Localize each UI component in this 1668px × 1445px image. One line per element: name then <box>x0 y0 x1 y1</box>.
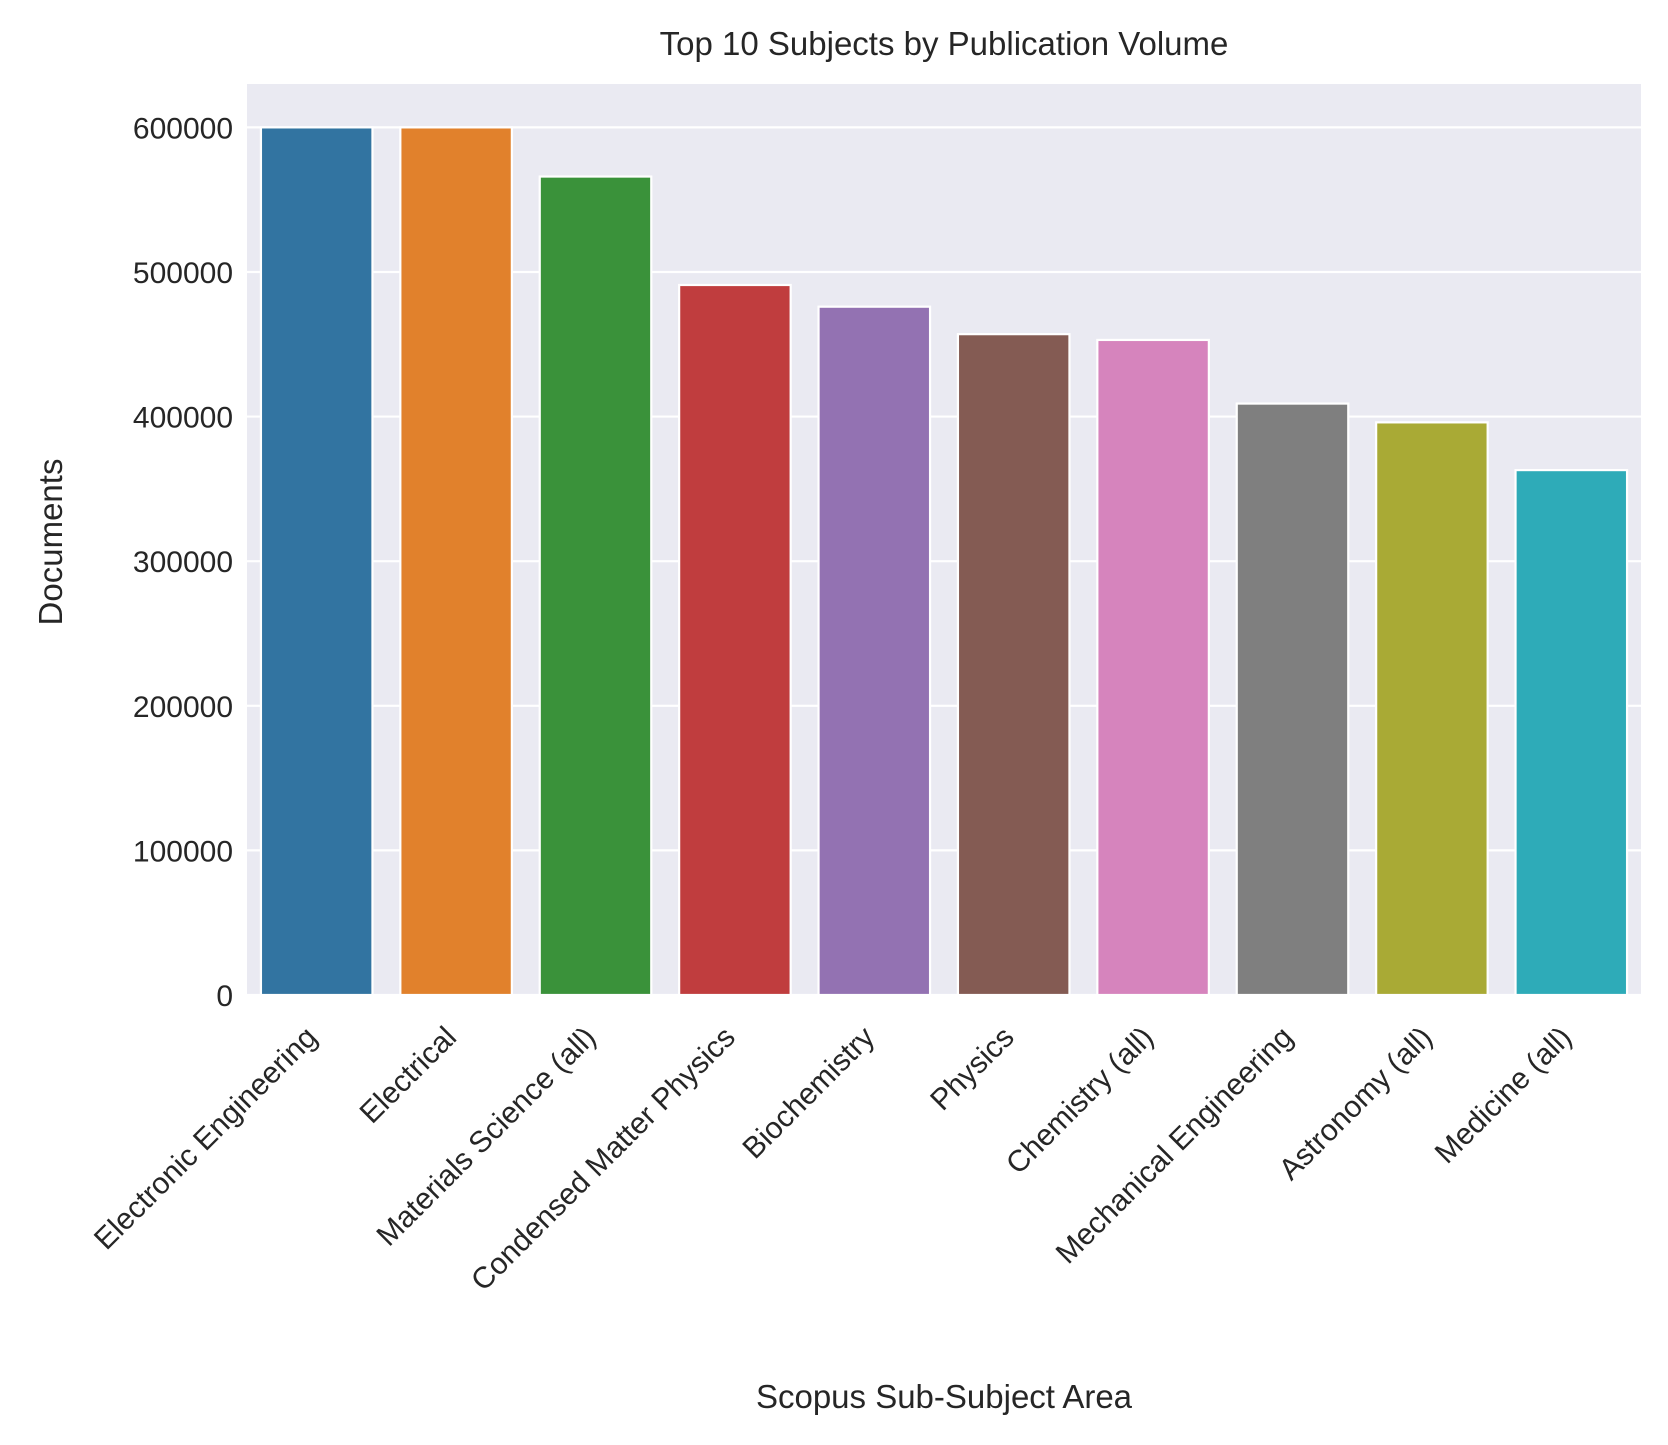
x-tick-label: Medicine (all) <box>1429 1021 1578 1170</box>
bar <box>1096 338 1210 997</box>
y-tick-label: 400000 <box>133 402 233 435</box>
y-tick-label: 200000 <box>133 691 233 724</box>
y-tick-label: 300000 <box>133 546 233 579</box>
x-tick-label: Electrical <box>354 1021 463 1130</box>
y-tick-labels: 0 100000 200000 300000 400000 500000 600000 <box>133 112 233 1013</box>
x-tick-label: Physics <box>924 1021 1020 1117</box>
bars <box>259 126 1629 997</box>
x-tick-label: Condensed Matter Physics <box>465 1021 742 1298</box>
x-axis-label: Scopus Sub-Subject Area <box>756 1378 1133 1415</box>
x-tick-label: Chemistry (all) <box>1000 1021 1160 1181</box>
y-tick-label: 100000 <box>133 835 233 868</box>
bar <box>817 305 932 997</box>
bar <box>1514 468 1629 997</box>
bar <box>956 333 1071 997</box>
bar <box>678 283 792 997</box>
y-tick-label: 600000 <box>133 112 233 145</box>
x-tick-label: Mechanical Engineering <box>1050 1021 1300 1271</box>
bar <box>259 126 374 997</box>
bar <box>399 126 513 997</box>
y-tick-label: 500000 <box>133 257 233 290</box>
x-tick-label: Biochemistry <box>736 1021 881 1166</box>
x-tick-label: Electronic Engineering <box>88 1021 324 1257</box>
bar <box>538 175 653 997</box>
y-tick-label: 0 <box>216 980 233 1013</box>
y-axis-label: Documents <box>32 459 69 626</box>
x-tick-labels: Electronic Engineering ElectricalMaterial… <box>88 1021 1578 1298</box>
bar <box>1235 402 1350 997</box>
bar <box>1375 421 1489 997</box>
chart-title: Top 10 Subjects by Publication Volume <box>660 25 1229 62</box>
